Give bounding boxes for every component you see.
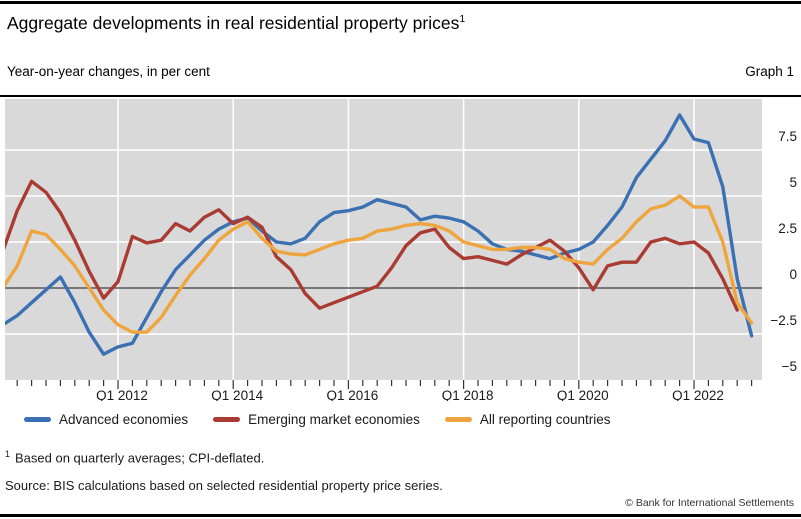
- x-axis-label: Q1 2020: [557, 388, 609, 401]
- footnote-text: Based on quarterly averages; CPI-deflate…: [15, 450, 265, 466]
- chart-units-label: Year-on-year changes, in per cent: [7, 64, 210, 79]
- footnote: 1 Based on quarterly averages; CPI-deflat…: [5, 449, 264, 465]
- legend-line-swatch: [213, 417, 241, 422]
- y-axis-label: −5: [782, 359, 797, 374]
- x-axis-label: Q1 2016: [327, 388, 379, 401]
- legend-label: Emerging market economies: [248, 412, 420, 427]
- copyright-notice: © Bank for International Settlements: [625, 497, 794, 509]
- footnote-marker: 1: [5, 449, 11, 459]
- x-axis-label: Q1 2018: [442, 388, 494, 401]
- y-axis-label: 5: [789, 175, 797, 190]
- series-line-advanced-economies: [5, 113, 754, 356]
- y-axis-label: 2.5: [778, 221, 797, 236]
- page-title: Aggregate developments in real residenti…: [7, 13, 465, 34]
- bottom-border-rule: [0, 514, 801, 517]
- title-footnote-marker: 1: [459, 13, 466, 26]
- series-line-emerging-market-economies: [5, 179, 739, 312]
- graph-number-label: Graph 1: [745, 64, 794, 79]
- x-axis-label: Q1 2022: [672, 388, 724, 401]
- series-line-all-reporting-countries: [5, 194, 754, 334]
- header-divider-rule: [0, 95, 801, 97]
- x-axis-label: Q1 2014: [211, 388, 263, 401]
- y-axis-label: 0: [789, 267, 797, 282]
- source-line: Source: BIS calculations based on select…: [5, 478, 443, 493]
- legend-item-advanced-economies: Advanced economies: [24, 412, 188, 427]
- legend-item-all-reporting-countries: All reporting countries: [444, 412, 611, 427]
- top-border-rule: [0, 1, 801, 4]
- title-text: Aggregate developments in real residenti…: [7, 13, 460, 33]
- line-chart: Q1 2012 Q1 2014 Q1 2016 Q1 2018 Q1 2020 Q1 20…: [5, 99, 797, 401]
- legend-label: All reporting countries: [479, 412, 611, 427]
- chart-legend: Advanced economies Emerging market econom…: [24, 412, 611, 427]
- legend-line-swatch: [24, 417, 51, 422]
- legend-label: Advanced economies: [59, 412, 189, 427]
- y-axis-label: −2.5: [770, 313, 797, 328]
- legend-item-emerging-market-economies: Emerging market economies: [213, 412, 420, 427]
- subtitle-row: Year-on-year changes, in per cent Graph …: [7, 64, 794, 79]
- legend-line-swatch: [444, 417, 472, 422]
- y-axis-label: 7.5: [778, 129, 797, 144]
- x-axis-label: Q1 2012: [96, 388, 148, 401]
